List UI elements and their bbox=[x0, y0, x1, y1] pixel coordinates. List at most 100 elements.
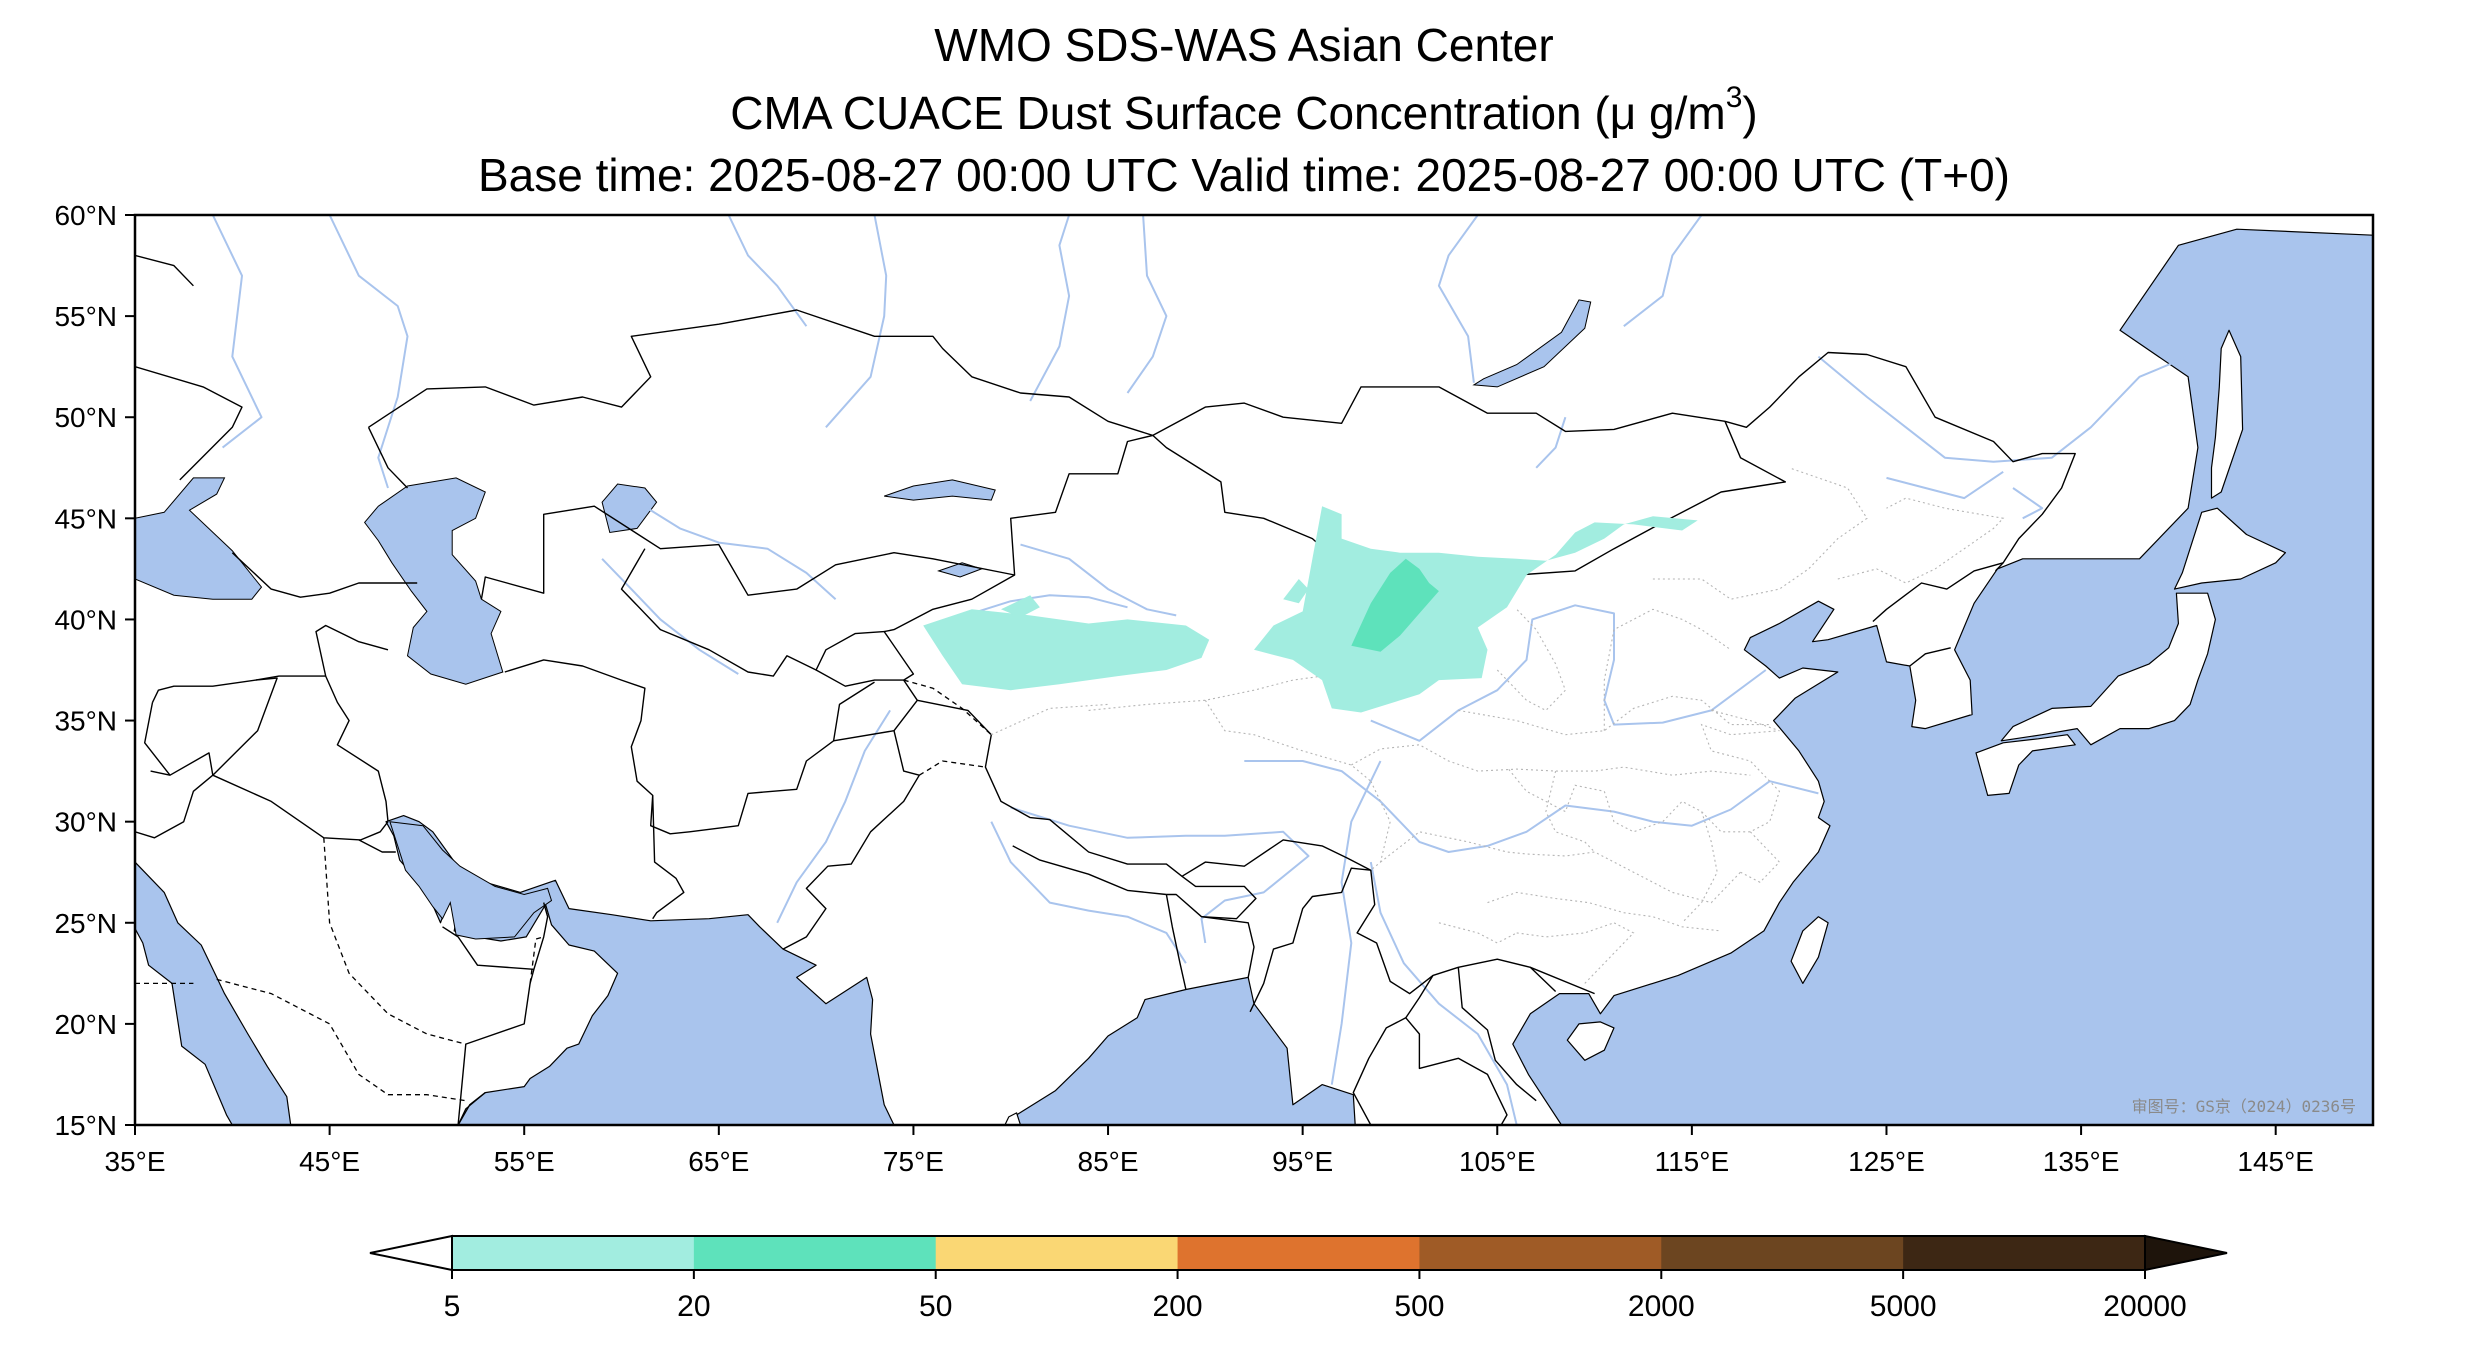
title-line-2-end: ) bbox=[1742, 87, 1758, 139]
country-border bbox=[135, 254, 194, 287]
river-line bbox=[1369, 861, 1518, 1125]
river-line bbox=[1244, 760, 1819, 853]
country-border bbox=[1012, 845, 1167, 896]
colorbar-segment bbox=[1419, 1236, 1662, 1270]
country-border bbox=[1909, 647, 1951, 667]
country-border bbox=[358, 839, 396, 853]
border-layer bbox=[135, 254, 2076, 1125]
colorbar-segment bbox=[1661, 1236, 1904, 1270]
map-area: 审图号：GS京（2024）0236号 bbox=[135, 215, 2373, 1125]
land-layer bbox=[135, 215, 2373, 1125]
river-line bbox=[2012, 487, 2044, 520]
colorbar-under-arrow bbox=[369, 1234, 453, 1272]
river-line bbox=[328, 215, 409, 489]
province-border bbox=[1681, 811, 1718, 924]
longitude-tick-label: 35°E bbox=[104, 1146, 165, 1177]
country-border bbox=[1166, 875, 1257, 920]
province-border bbox=[1370, 780, 1391, 871]
country-border bbox=[504, 659, 875, 835]
colorbar-segment bbox=[693, 1236, 937, 1270]
river-line bbox=[1010, 806, 1310, 944]
river-line bbox=[1535, 416, 1567, 469]
map-frame bbox=[133, 213, 2375, 1127]
disputed-border bbox=[323, 837, 466, 1045]
latitude-tick-label: 15°N bbox=[54, 1110, 117, 1141]
country-border bbox=[782, 730, 920, 950]
province-border bbox=[1584, 922, 1635, 984]
latitude-tick-label: 55°N bbox=[54, 301, 117, 332]
province-border bbox=[1506, 709, 1781, 833]
latitude-tick-label: 30°N bbox=[54, 807, 117, 838]
province-border bbox=[1351, 744, 1751, 776]
country-border bbox=[151, 675, 326, 703]
colorbar-tick-label: 2000 bbox=[1628, 1290, 1695, 1323]
longitude-tick-label: 145°E bbox=[2237, 1146, 2314, 1177]
country-border bbox=[1201, 916, 1255, 978]
map-title-line-3: Base time: 2025-08-27 00:00 UTC Valid ti… bbox=[478, 149, 2010, 201]
dust-region-gobi-plume bbox=[1254, 506, 1698, 713]
map-approval-credit: 审图号：GS京（2024）0236号 bbox=[2132, 1097, 2356, 1116]
country-border bbox=[457, 902, 549, 1125]
colorbar-tick-label: 200 bbox=[1153, 1290, 1203, 1323]
land-hainan bbox=[1566, 1021, 1615, 1061]
map-title-line-1: WMO SDS-WAS Asian Center bbox=[934, 19, 1554, 71]
longitude-tick-label: 125°E bbox=[1848, 1146, 1925, 1177]
colorbar-tick-label: 20000 bbox=[2103, 1290, 2186, 1323]
latitude-axis: 60°N 55°N 50°N 45°N 40°N 35°N 30°N 25°N 20°N 15°N bbox=[54, 200, 135, 1141]
country-border bbox=[135, 774, 214, 839]
persian-gulf bbox=[389, 821, 553, 940]
longitude-axis: 35°E 45°E 55°E 65°E 75°E 85°E 95°E 105°E 115°E 12… bbox=[104, 1125, 2314, 1177]
caspian-sea bbox=[363, 477, 504, 685]
province-border bbox=[1837, 497, 2005, 584]
country-border bbox=[367, 426, 409, 489]
colorbar-tick-label: 500 bbox=[1394, 1290, 1444, 1323]
dust-region-tarim-north-fleck bbox=[1001, 595, 1040, 618]
title-line-2-superscript: 3 bbox=[1725, 81, 1743, 114]
colorbar-outline bbox=[451, 1235, 2146, 1271]
country-border bbox=[212, 774, 389, 841]
province-border bbox=[1458, 695, 1770, 736]
country-border bbox=[368, 309, 1154, 437]
colorbar-segment bbox=[935, 1236, 1179, 1270]
country-border bbox=[480, 505, 1015, 600]
country-border bbox=[457, 1092, 486, 1125]
country-border bbox=[883, 434, 1557, 995]
land-kyushu-shikoku bbox=[1975, 734, 2076, 797]
country-border bbox=[1352, 1017, 1407, 1125]
land-taiwan bbox=[1790, 916, 1829, 985]
longitude-tick-label: 85°E bbox=[1078, 1146, 1139, 1177]
colorbar-over-arrow bbox=[2144, 1234, 2228, 1272]
country-border bbox=[1724, 351, 2076, 572]
dust-region-gobi-west-fleck bbox=[1283, 579, 1309, 604]
longitude-tick-label: 105°E bbox=[1459, 1146, 1536, 1177]
country-border bbox=[231, 552, 418, 598]
longitude-tick-label: 45°E bbox=[299, 1146, 360, 1177]
province-border bbox=[1740, 831, 1781, 883]
disputed-border bbox=[903, 679, 992, 736]
colorbar-tick-label: 20 bbox=[677, 1290, 710, 1323]
latitude-tick-label: 45°N bbox=[54, 503, 117, 534]
country-border bbox=[815, 669, 904, 687]
river-line bbox=[1029, 215, 1071, 402]
country-border bbox=[1530, 966, 1595, 995]
country-border bbox=[1152, 386, 1726, 437]
river-line bbox=[601, 558, 739, 675]
colorbar-tick-label: 5000 bbox=[1870, 1290, 1937, 1323]
latitude-tick-label: 35°N bbox=[54, 706, 117, 737]
country-border bbox=[1872, 562, 2004, 623]
longitude-tick-label: 55°E bbox=[494, 1146, 555, 1177]
lake-baikal bbox=[1472, 299, 1592, 388]
river-line bbox=[990, 821, 1187, 964]
river-line bbox=[1370, 604, 1767, 742]
country-border bbox=[315, 624, 389, 822]
province-border bbox=[1487, 891, 1722, 932]
river-line bbox=[776, 709, 891, 924]
black-sea bbox=[135, 477, 263, 600]
province-border bbox=[1204, 700, 1372, 782]
river-line bbox=[1126, 215, 1168, 394]
land-eurasia bbox=[135, 215, 2373, 1125]
dust-region-gobi-core bbox=[1351, 558, 1439, 652]
title-line-2-main: CMA CUACE Dust Surface Concentration (μ … bbox=[730, 87, 1726, 139]
country-border bbox=[620, 548, 885, 677]
